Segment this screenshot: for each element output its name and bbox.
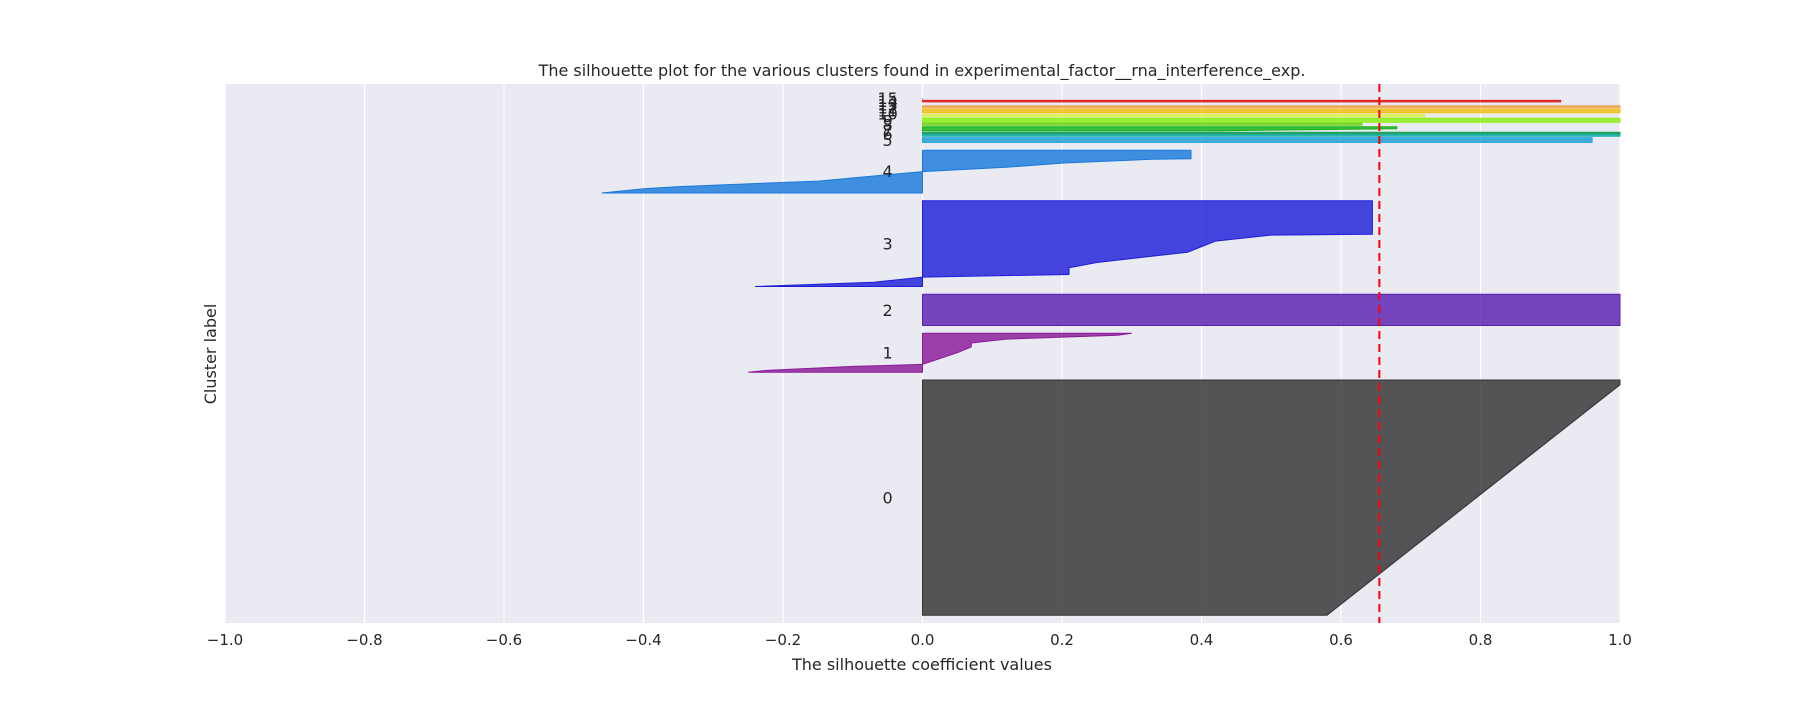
cluster-14-silhouette (922, 99, 1562, 103)
grid-lines (224, 84, 1621, 623)
cluster-9-silhouette (922, 122, 1363, 126)
cluster-label-13: 13 (877, 95, 897, 114)
cluster-label-15: 15 (877, 89, 897, 108)
chart-title: The silhouette plot for the various clus… (538, 61, 1306, 81)
cluster-label-3: 3 (883, 235, 893, 254)
x-tick-label: −0.8 (346, 631, 382, 649)
cluster-13-silhouette (922, 105, 1621, 108)
x-tick-label: −0.4 (625, 631, 661, 649)
x-tick-label: 0.4 (1190, 631, 1214, 649)
cluster-label-9: 9 (883, 112, 893, 131)
cluster-2-silhouette (922, 293, 1621, 326)
cluster-label-14: 14 (877, 92, 897, 111)
cluster-8-silhouette (922, 126, 1398, 132)
cluster-5-silhouette (922, 137, 1593, 143)
x-axis-ticks: −1.0 −0.8 −0.6 −0.4 −0.2 0.0 0.2 0.4 0.6 0.8 1.0 (207, 631, 1632, 649)
cluster-12-silhouette (922, 108, 1621, 114)
x-tick-label: 0.0 (911, 631, 935, 649)
cluster-label-6: 6 (883, 125, 893, 144)
x-tick-label: 1.0 (1608, 631, 1632, 649)
cluster-4-silhouette (601, 149, 1192, 194)
cluster-7-silhouette (922, 131, 1621, 135)
y-axis-label: Cluster label (201, 304, 220, 405)
x-axis-label: The silhouette coefficient values (791, 655, 1052, 674)
x-tick-label: 0.6 (1329, 631, 1353, 649)
cluster-label-10: 10 (877, 105, 897, 124)
cluster-label-11: 11 (877, 101, 897, 120)
x-tick-label: 0.2 (1050, 631, 1074, 649)
cluster-label-5: 5 (883, 131, 893, 150)
cluster-label-8: 8 (883, 116, 893, 135)
x-tick-label: −1.0 (207, 631, 243, 649)
cluster-label-4: 4 (883, 162, 893, 181)
cluster-10-silhouette (922, 117, 1621, 123)
cluster-label-7: 7 (883, 122, 893, 141)
cluster-0-silhouette (922, 379, 1621, 616)
cluster-11-silhouette (922, 113, 1426, 118)
x-tick-label: −0.2 (765, 631, 801, 649)
cluster-label-12: 12 (877, 98, 897, 117)
x-tick-label: 0.8 (1469, 631, 1493, 649)
cluster-3-silhouette (755, 200, 1373, 287)
cluster-1-silhouette (748, 332, 1132, 373)
cluster-label-2: 2 (883, 301, 893, 320)
x-tick-label: −0.6 (486, 631, 522, 649)
cluster-label-0: 0 (883, 489, 893, 508)
cluster-silhouettes (601, 98, 1621, 616)
cluster-6-silhouette (922, 134, 1621, 137)
cluster-label-1: 1 (883, 344, 893, 363)
